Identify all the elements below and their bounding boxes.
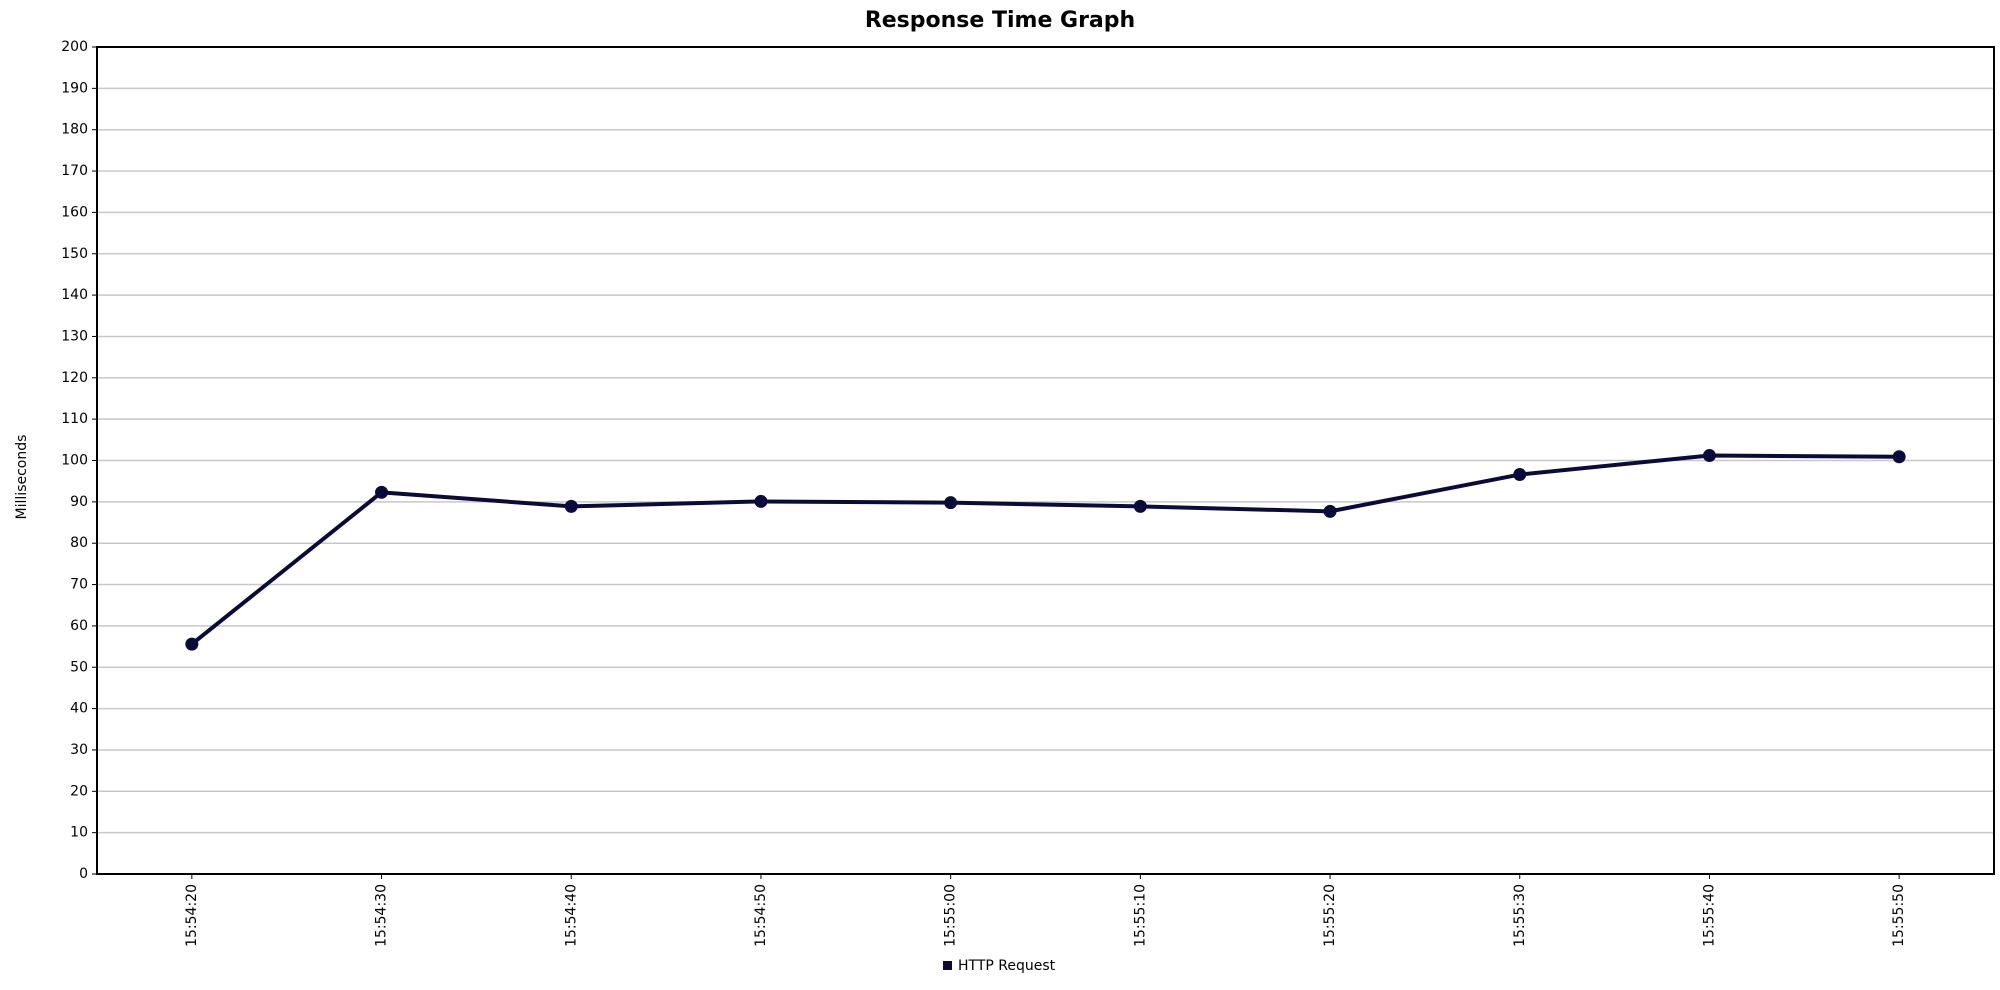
y-tick-label: 180 <box>61 122 88 138</box>
y-tick-label: 30 <box>70 742 88 758</box>
x-tick-label: 15:55:20 <box>1322 884 1338 947</box>
data-point <box>754 494 768 508</box>
x-tick-label: 15:54:50 <box>753 884 769 947</box>
x-tick-label: 15:54:30 <box>374 884 390 947</box>
legend-label: HTTP Request <box>958 958 1056 974</box>
data-point <box>1702 449 1716 463</box>
y-tick-label: 170 <box>61 163 88 179</box>
y-tick-label: 160 <box>61 204 88 220</box>
data-point <box>375 485 389 499</box>
data-point <box>1513 468 1527 482</box>
y-tick-label: 130 <box>61 328 88 344</box>
y-tick-label: 140 <box>61 287 88 303</box>
data-point <box>564 499 578 513</box>
x-tick-label: 15:54:40 <box>563 884 579 947</box>
y-tick-label: 80 <box>70 535 88 551</box>
y-axis-label: Milliseconds <box>14 435 30 520</box>
x-tick-label: 15:55:50 <box>1891 884 1907 947</box>
x-tick-label: 15:54:20 <box>184 884 200 947</box>
data-point <box>1323 504 1337 518</box>
x-tick-label: 15:55:10 <box>1132 884 1148 947</box>
y-tick-label: 90 <box>70 494 88 510</box>
y-tick-label: 70 <box>70 577 88 593</box>
y-tick-label: 60 <box>70 618 88 634</box>
plot-border <box>96 46 1995 875</box>
data-point <box>944 496 958 510</box>
chart-title: Response Time Graph <box>865 8 1135 33</box>
x-tick-label: 15:55:00 <box>943 884 959 947</box>
data-point <box>185 637 199 651</box>
y-tick-label: 50 <box>70 659 88 675</box>
y-tick-label: 150 <box>61 246 88 262</box>
y-tick-label: 110 <box>61 411 88 427</box>
x-tick-label: 15:55:30 <box>1512 884 1528 947</box>
y-tick-label: 0 <box>79 866 88 882</box>
y-tick-label: 120 <box>61 370 88 386</box>
legend-swatch <box>943 961 952 970</box>
x-tick-label: 15:55:40 <box>1701 884 1717 947</box>
series-line <box>190 453 1900 646</box>
y-tick-label: 20 <box>70 783 88 799</box>
y-tick-label: 200 <box>61 39 88 55</box>
y-tick-label: 100 <box>61 453 88 469</box>
data-point <box>1892 450 1906 464</box>
y-tick-label: 10 <box>70 825 88 841</box>
y-tick-label: 190 <box>61 80 88 96</box>
y-tick-label: 40 <box>70 701 88 717</box>
data-point <box>1133 499 1147 513</box>
